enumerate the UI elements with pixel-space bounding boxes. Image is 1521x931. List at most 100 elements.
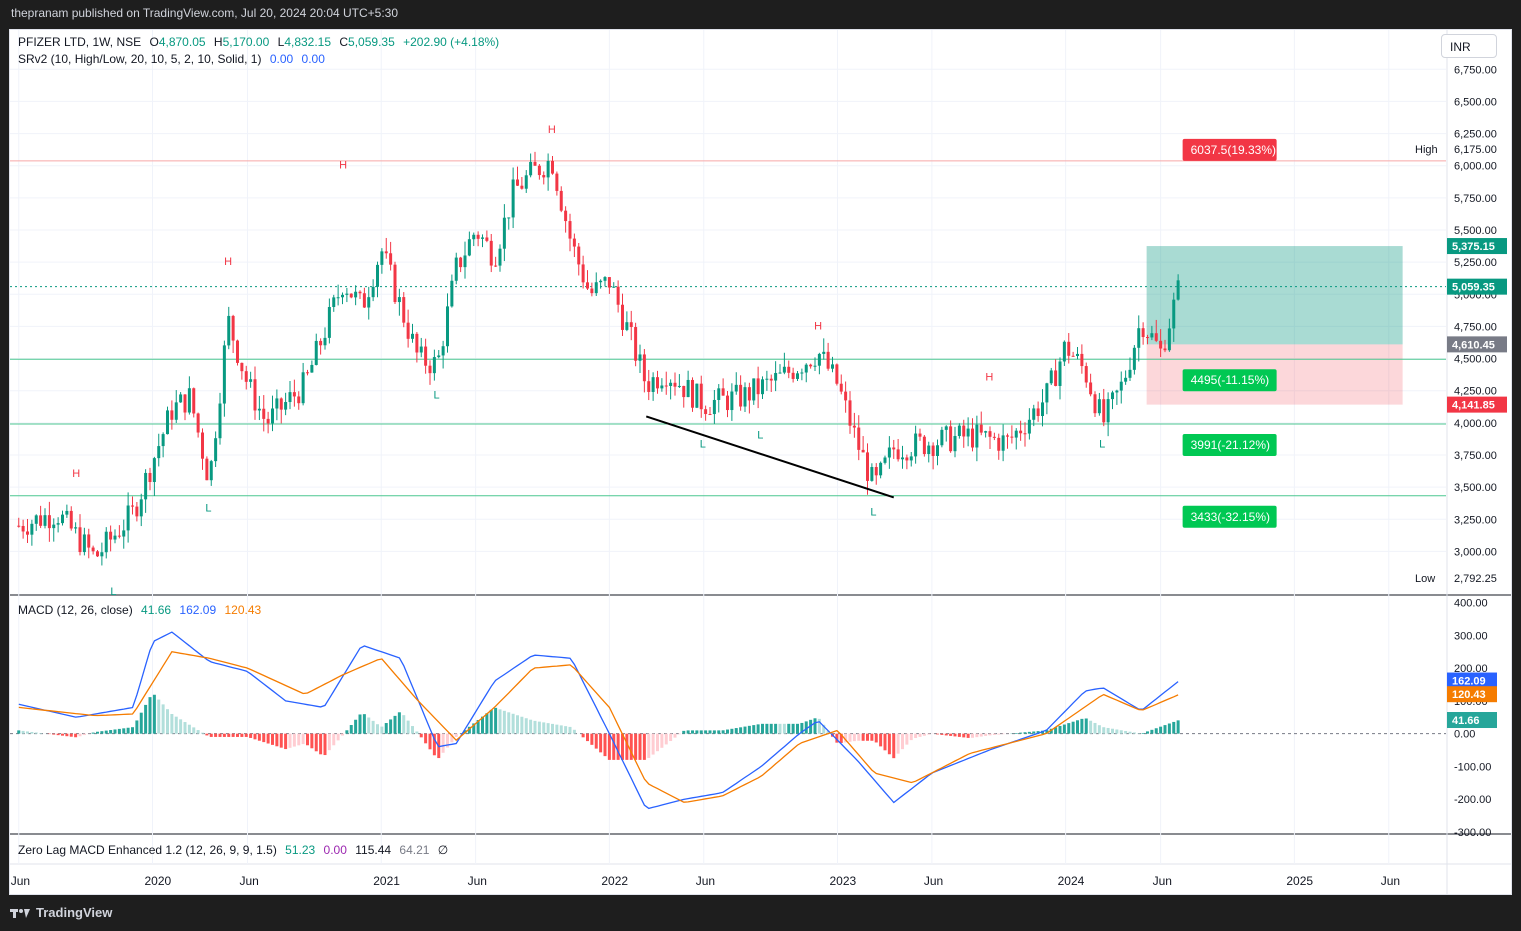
macd-histogram-bar [883, 733, 887, 751]
macd-histogram-bar [778, 723, 782, 734]
candle-body [901, 457, 904, 460]
macd-histogram-bar [1141, 732, 1145, 734]
candle-body [817, 353, 821, 366]
candle-body [962, 425, 966, 437]
candle-body [292, 392, 296, 397]
candle-body [979, 424, 983, 433]
candle-body [432, 357, 436, 374]
zl-label: Zero Lag MACD Enhanced 1.2 (12, 26, 9, 9… [18, 843, 277, 857]
macd-histogram-bar [446, 733, 449, 748]
candle-body [603, 277, 607, 281]
macd-histogram-bar [752, 725, 756, 734]
pivot-label: L [205, 503, 211, 515]
candle-body [402, 297, 406, 323]
macd-histogram-bar [201, 732, 204, 734]
macd-histogram-bar [612, 733, 616, 760]
macd-histogram-bar [327, 733, 331, 751]
pivot-label: H [548, 124, 556, 136]
tradingview-logo: TradingView [10, 905, 112, 920]
macd-histogram-bar [104, 730, 108, 734]
candle-body [240, 362, 244, 372]
macd-histogram-bar [441, 733, 445, 753]
macd-histogram-bar [393, 715, 397, 734]
macd-histogram-bar [546, 723, 550, 734]
macd-histogram-bar [651, 733, 655, 755]
srv2-value-1: 0.00 [269, 52, 294, 66]
price-tick-label: 5,500.00 [1454, 225, 1497, 237]
macd-histogram-bar [362, 714, 366, 734]
candle-body [205, 458, 209, 481]
sr-annotation-label: 4495(-11.15%) [1191, 373, 1270, 387]
candle-body [634, 327, 638, 361]
srv2-value-2: 0.00 [301, 52, 325, 66]
candle-body [56, 523, 60, 525]
entry-price-badge-bg [1447, 336, 1507, 353]
pivot-label: H [339, 160, 347, 172]
macd-histogram-bar [174, 716, 178, 734]
macd-histogram-bar [1076, 720, 1079, 734]
candle-body [152, 458, 156, 483]
macd-histogram-bar [791, 723, 795, 734]
macd-histogram-bar [284, 733, 288, 750]
candle-body [161, 434, 165, 447]
sr-annotation-label: 6037.5(19.33%) [1191, 143, 1276, 157]
macd-histogram-bar [529, 719, 533, 734]
zl-value-4: 64.21 [399, 843, 430, 857]
candle-body [74, 527, 78, 529]
macd-histogram-bar [914, 733, 918, 739]
candle-body [327, 306, 331, 338]
macd-histogram-bar [686, 730, 690, 734]
macd-histogram-bar [971, 733, 974, 738]
tradingview-logo-icon [10, 908, 30, 918]
trend-line [645, 415, 895, 499]
candle-body [157, 446, 161, 459]
macd-histogram-bar [949, 733, 953, 736]
candle-body [109, 531, 113, 540]
macd-histogram-bar [139, 712, 143, 734]
chart-canvas[interactable]: 6,750.00 6,500.00 6,250.00 6,000.00 5,750.00… [10, 30, 1511, 894]
candle-body [61, 514, 64, 524]
candle-body [1119, 381, 1123, 391]
macd-histogram-bar [26, 731, 29, 734]
candle-body [384, 251, 388, 254]
macd-histogram-bar [537, 721, 541, 734]
macd-histogram-bar [498, 709, 502, 734]
candle-body [852, 425, 856, 428]
macd-histogram-bar [647, 733, 651, 758]
macd-histogram-bar [371, 720, 375, 734]
macd-histogram-bar [502, 710, 506, 734]
macd-histogram-bar [699, 730, 703, 734]
candle-body [34, 515, 38, 524]
candle-body [651, 377, 655, 392]
candle-body [621, 304, 624, 330]
candle-body [826, 351, 830, 369]
macd-histogram-bar [1106, 727, 1110, 734]
candle-body [502, 217, 506, 249]
macd-histogram-bar [376, 724, 379, 734]
entry-price-badge: 4,610.45 [1452, 339, 1495, 351]
macd-histogram-bar [997, 733, 1001, 735]
candle-body [284, 402, 288, 410]
macd-histogram-bar [222, 733, 226, 737]
high-label: High [1415, 144, 1438, 156]
macd-histogram-bar [1163, 725, 1167, 734]
macd-histogram-bar [551, 723, 554, 734]
macd-histogram-bar [310, 733, 314, 749]
macd-histogram-bar [419, 733, 423, 738]
macd-histogram-bar [157, 699, 161, 734]
candle-body [380, 251, 384, 265]
candle-body [362, 293, 366, 308]
candle-body [1027, 419, 1031, 434]
candle-body [778, 372, 782, 374]
candle-body [730, 391, 734, 411]
macd-histogram-bar [712, 730, 716, 734]
time-axis-label: 2024 [1058, 874, 1085, 888]
currency-selector[interactable]: INR [1441, 34, 1497, 58]
macd-histogram-bar [642, 733, 646, 760]
candle-body [301, 372, 305, 404]
macd-histogram-bar [467, 726, 471, 734]
symbol-name: PFIZER LTD, 1W, NSE [18, 35, 142, 49]
macd-histogram-bar [450, 733, 454, 743]
candle-body [529, 161, 533, 176]
macd-histogram-bar [800, 722, 804, 734]
